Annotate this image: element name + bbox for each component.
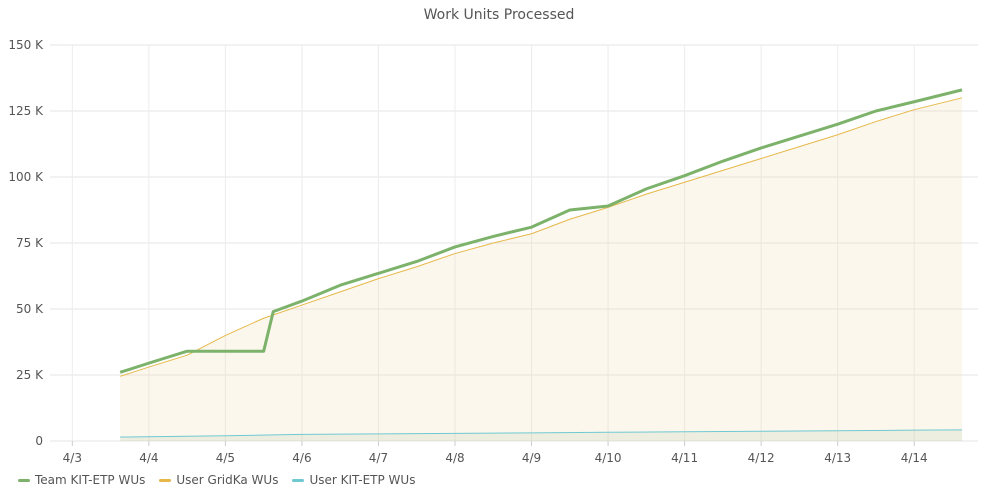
series-lines: [119, 88, 963, 438]
series-line: [119, 88, 963, 374]
x-tick-label: 4/14: [901, 451, 928, 465]
grid: [50, 44, 978, 446]
legend: Team KIT-ETP WUs User GridKa WUs User KI…: [18, 473, 415, 487]
x-axis-ticks: 4/3 4/4 4/5 4/6 4/7 4/8 4/9 4/10 4/11 4/12 4/13 4/1…: [63, 451, 928, 465]
x-tick-label: 4/10: [595, 451, 622, 465]
legend-item-user-gridka[interactable]: User GridKa WUs: [159, 473, 278, 487]
y-tick-label: 25 K: [16, 368, 44, 382]
x-tick-label: 4/13: [824, 451, 851, 465]
x-tick-label: 4/4: [139, 451, 158, 465]
y-tick-label: 0: [35, 434, 43, 448]
x-tick-label: 4/12: [748, 451, 775, 465]
legend-swatch: [292, 478, 305, 482]
legend-item-user-kit-etp[interactable]: User KIT-ETP WUs: [292, 473, 415, 487]
x-tick-label: 4/6: [292, 451, 311, 465]
legend-label: Team KIT-ETP WUs: [35, 473, 146, 487]
y-tick-label: 75 K: [16, 236, 44, 250]
chart-title: Work Units Processed: [424, 7, 575, 23]
x-tick-label: 4/9: [522, 451, 541, 465]
area-fills: [120, 97, 963, 442]
series-area: [120, 97, 963, 442]
y-tick-label: 100 K: [8, 170, 44, 184]
x-tick-label: 4/11: [671, 451, 698, 465]
legend-swatch: [18, 478, 30, 482]
x-tick-label: 4/7: [369, 451, 388, 465]
series-area: [120, 429, 963, 441]
y-tick-label: 50 K: [16, 302, 44, 316]
x-tick-label: 4/8: [445, 451, 464, 465]
x-tick-label: 4/3: [63, 451, 82, 465]
series-line: [120, 429, 963, 438]
legend-label: User GridKa WUs: [176, 473, 279, 487]
legend-item-team-kit-etp[interactable]: Team KIT-ETP WUs: [18, 473, 145, 487]
y-tick-label: 150 K: [8, 38, 44, 52]
y-axis-ticks: 0 25 K 50 K 75 K 100 K 125 K 150 K: [8, 38, 44, 448]
y-tick-label: 125 K: [8, 104, 44, 118]
series-line: [120, 97, 963, 377]
legend-swatch: [159, 478, 172, 482]
legend-label: User KIT-ETP WUs: [309, 473, 416, 487]
x-tick-label: 4/5: [216, 451, 235, 465]
